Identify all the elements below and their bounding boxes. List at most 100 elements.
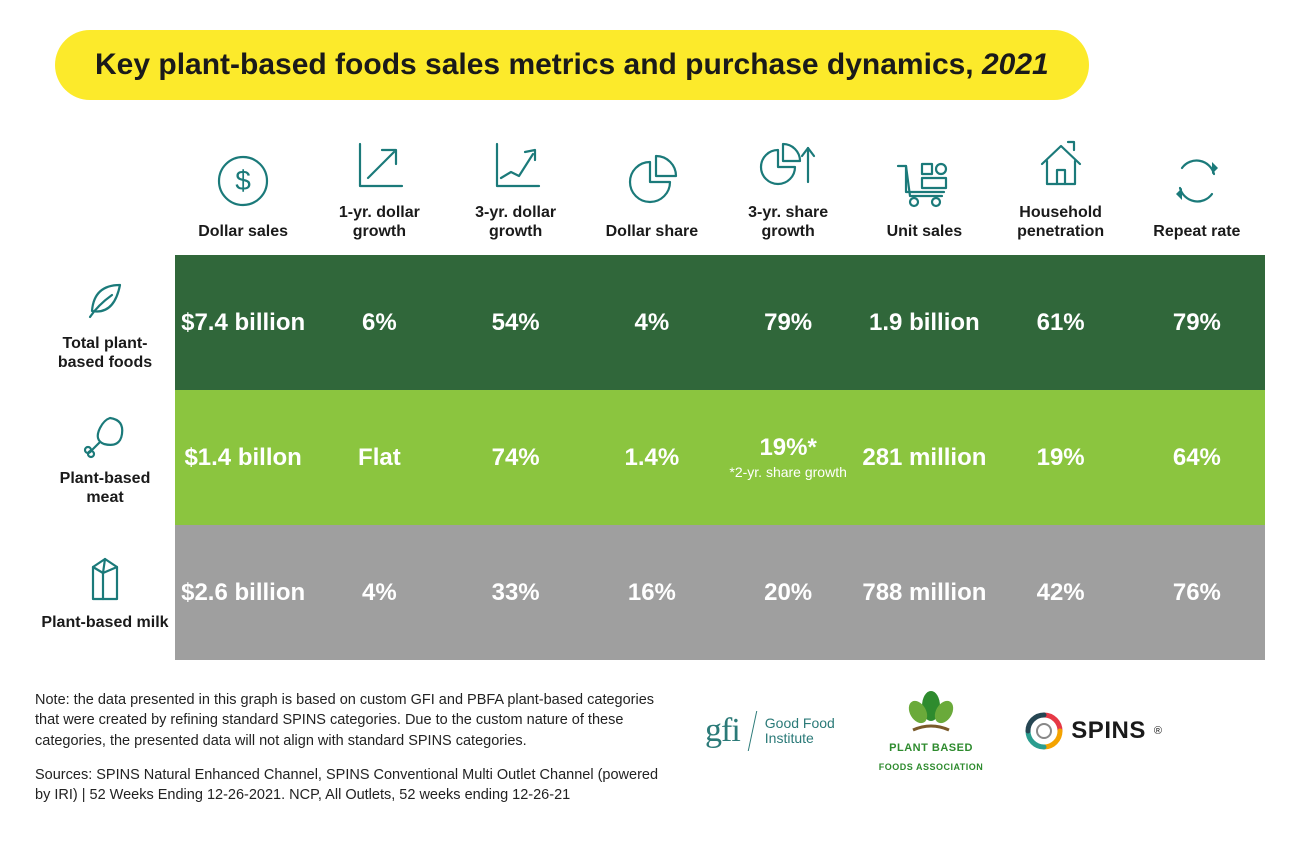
gfi-abbr: gfi xyxy=(705,712,740,750)
data-cell: 16% xyxy=(584,525,720,660)
data-cell: 76% xyxy=(1129,525,1265,660)
data-cell: 54% xyxy=(448,255,584,390)
row-label: Plant-based milk xyxy=(35,542,175,642)
data-cell: 19% xyxy=(993,390,1129,525)
column-header: Unit sales xyxy=(856,125,992,255)
row-label-text: Total plant-based foods xyxy=(41,334,169,372)
data-cell: 788 million xyxy=(856,525,992,660)
header-blank xyxy=(35,125,175,255)
drumstick-icon xyxy=(80,408,130,463)
cell-value: 4% xyxy=(635,309,670,337)
data-cell: 1.4% xyxy=(584,390,720,525)
data-cell: 79% xyxy=(1129,255,1265,390)
page-title: Key plant-based foods sales metrics and … xyxy=(55,30,1089,100)
data-cell: $1.4 billon xyxy=(175,390,311,525)
data-cell: 1.9 billion xyxy=(856,255,992,390)
column-header: 3-yr. dollar growth xyxy=(448,125,584,255)
cart-icon xyxy=(892,146,956,216)
cell-subtext: *2-yr. share growth xyxy=(729,464,847,481)
data-cell: 281 million xyxy=(856,390,992,525)
data-cell: 20% xyxy=(720,525,856,660)
cell-value: 19%* xyxy=(759,434,816,462)
metrics-table: $ Dollar sales 1-yr. dollar growth 3-yr.… xyxy=(35,125,1265,660)
footer: Note: the data presented in this graph i… xyxy=(35,690,1265,805)
house-icon xyxy=(1032,133,1090,197)
column-header: Repeat rate xyxy=(1129,125,1265,255)
row-label: Total plant-based foods xyxy=(35,263,175,382)
data-cell: 6% xyxy=(311,255,447,390)
row-label-text: Plant-based milk xyxy=(41,613,168,632)
gfi-divider xyxy=(748,711,758,751)
data-cell: 79% xyxy=(720,255,856,390)
data-cell: $2.6 billion xyxy=(175,525,311,660)
cell-value: 61% xyxy=(1037,309,1085,337)
column-header: $ Dollar sales xyxy=(175,125,311,255)
spins-logo: SPINS ® xyxy=(1025,712,1162,750)
data-cell: 61% xyxy=(993,255,1129,390)
cell-value: 76% xyxy=(1173,579,1221,607)
spins-text: SPINS xyxy=(1071,717,1146,745)
cell-value: 19% xyxy=(1037,444,1085,472)
data-cell: 42% xyxy=(993,525,1129,660)
leaf-icon xyxy=(80,273,130,328)
cell-value: $2.6 billion xyxy=(181,579,305,607)
cell-value: 20% xyxy=(764,579,812,607)
cell-value: 79% xyxy=(764,309,812,337)
cell-value: 6% xyxy=(362,309,397,337)
cell-value: 1.4% xyxy=(625,444,680,472)
pbfa-bottom: FOODS ASSOCIATION xyxy=(879,762,984,772)
data-cell: 4% xyxy=(311,525,447,660)
column-label: 3-yr. dollar growth xyxy=(452,203,580,241)
cell-value: 16% xyxy=(628,579,676,607)
column-header: 1-yr. dollar growth xyxy=(311,125,447,255)
carton-icon xyxy=(83,552,127,607)
column-header: Household penetration xyxy=(993,125,1129,255)
data-cell: 33% xyxy=(448,525,584,660)
arrow-box-icon xyxy=(350,133,408,197)
data-cell: 74% xyxy=(448,390,584,525)
cell-value: 788 million xyxy=(862,579,986,607)
cell-value: 1.9 billion xyxy=(869,309,980,337)
data-cell: 4% xyxy=(584,255,720,390)
gfi-full: Good Food Institute xyxy=(765,716,837,747)
data-cell: 19%* *2-yr. share growth xyxy=(720,390,856,525)
pbfa-logo: PLANT BASED FOODS ASSOCIATION xyxy=(879,690,984,772)
column-header: Dollar share xyxy=(584,125,720,255)
gfi-logo: gfi Good Food Institute xyxy=(705,711,837,751)
title-main: Key plant-based foods sales metrics and … xyxy=(95,48,982,81)
column-label: Dollar sales xyxy=(198,222,288,241)
cycle-icon xyxy=(1168,146,1226,216)
cell-value: 42% xyxy=(1037,579,1085,607)
cell-value: 4% xyxy=(362,579,397,607)
column-label: Unit sales xyxy=(887,222,963,241)
column-label: 3-yr. share growth xyxy=(724,203,852,241)
sources-text: Sources: SPINS Natural Enhanced Channel,… xyxy=(35,765,675,806)
cell-value: 54% xyxy=(492,309,540,337)
cell-value: 64% xyxy=(1173,444,1221,472)
row-label-text: Plant-based meat xyxy=(41,469,169,507)
data-cell: Flat xyxy=(311,390,447,525)
data-cell: 64% xyxy=(1129,390,1265,525)
dollar-icon: $ xyxy=(214,146,272,216)
column-label: Household penetration xyxy=(997,203,1125,241)
row-label: Plant-based meat xyxy=(35,398,175,517)
footer-notes: Note: the data presented in this graph i… xyxy=(35,690,675,805)
data-cell: $7.4 billion xyxy=(175,255,311,390)
chart-up-icon xyxy=(487,133,545,197)
cell-value: 33% xyxy=(492,579,540,607)
column-label: 1-yr. dollar growth xyxy=(315,203,443,241)
footer-logos: gfi Good Food Institute PLANT BASED FOOD… xyxy=(705,690,1162,772)
svg-text:$: $ xyxy=(235,165,251,196)
cell-value: 74% xyxy=(492,444,540,472)
pbfa-top: PLANT BASED xyxy=(889,742,973,754)
cell-value: 79% xyxy=(1173,309,1221,337)
column-label: Repeat rate xyxy=(1153,222,1240,241)
spins-globe-icon xyxy=(1025,712,1063,750)
cell-value: 281 million xyxy=(862,444,986,472)
column-header: 3-yr. share growth xyxy=(720,125,856,255)
note-text: Note: the data presented in this graph i… xyxy=(35,690,675,751)
title-year: 2021 xyxy=(982,48,1049,81)
pie-icon xyxy=(623,146,681,216)
cell-value: $7.4 billion xyxy=(181,309,305,337)
pbfa-leaf-icon xyxy=(903,690,959,734)
